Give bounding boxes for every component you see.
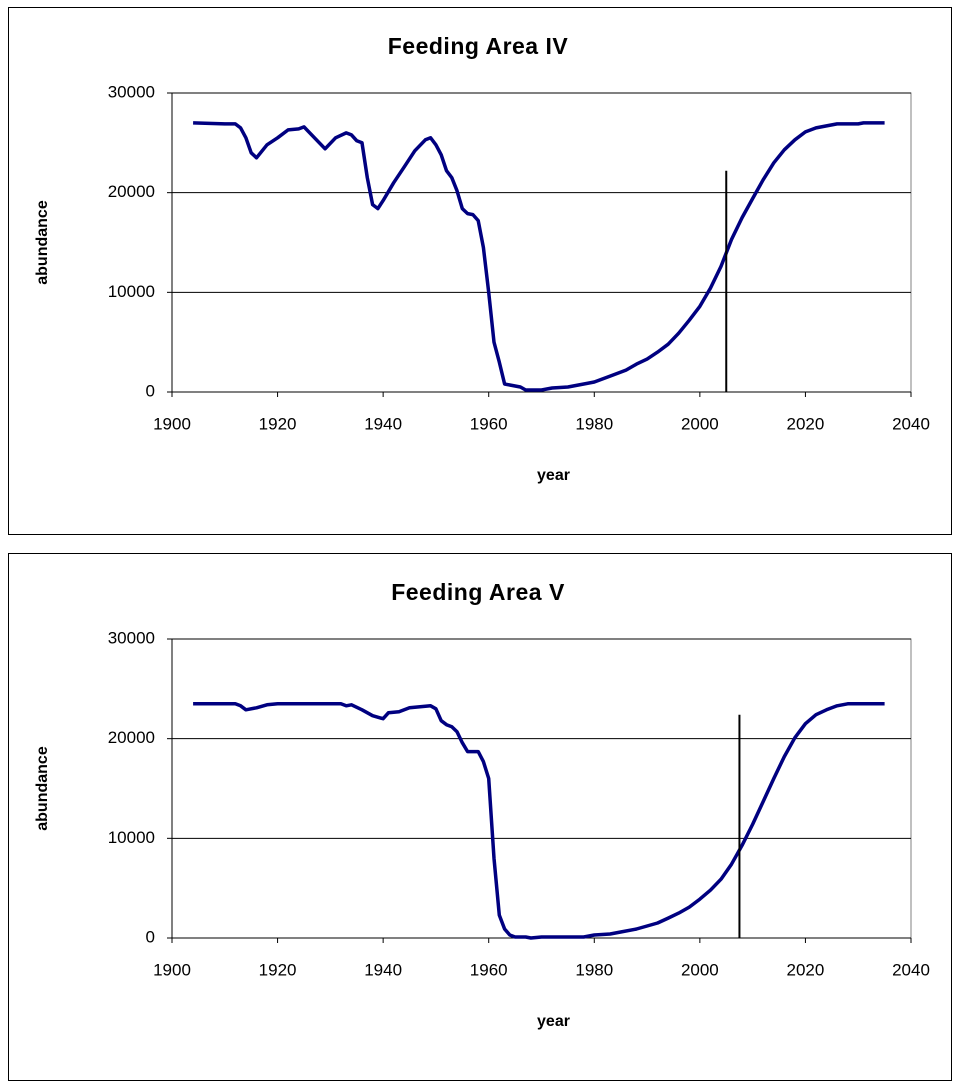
y-axis-title: abundance [34,746,51,831]
y-tick-label: 10000 [108,282,155,301]
x-axis-title: year [537,1013,570,1030]
x-tick-label: 2040 [892,414,930,433]
x-tick-label: 1980 [575,414,613,433]
x-tick-label: 1960 [470,414,508,433]
x-tick-label: 1940 [364,414,402,433]
y-tick-label: 0 [146,927,155,946]
y-tick-label: 0 [146,381,155,400]
x-tick-label: 1980 [575,960,613,979]
x-tick-label: 1960 [470,960,508,979]
y-tick-label: 30000 [108,82,155,101]
x-tick-label: 1900 [153,960,191,979]
x-axis-title: year [537,467,570,484]
x-tick-label: 2000 [681,960,719,979]
x-tick-label: 2020 [787,414,825,433]
plot-area [171,92,912,393]
x-tick-label: 1920 [259,414,297,433]
x-tick-label: 1940 [364,960,402,979]
x-tick-label: 2020 [787,960,825,979]
chart-title: Feeding Area IV [388,33,569,59]
x-tick-label: 2000 [681,414,719,433]
x-tick-label: 2040 [892,960,930,979]
chart-panel: 0 10000 20000 30000 1900 1920 1940 1960 1980 2000… [8,7,952,535]
plot-area [171,638,912,939]
y-tick-label: 20000 [108,182,155,201]
data-line [193,121,885,392]
y-tick-label: 10000 [108,828,155,847]
chart-panel: 0 10000 20000 30000 1900 1920 1940 1960 1980 2000… [8,553,952,1081]
x-tick-label: 1920 [259,960,297,979]
data-line [193,702,885,940]
y-tick-label: 30000 [108,628,155,647]
chart-title: Feeding Area V [391,579,565,605]
y-tick-label: 20000 [108,728,155,747]
x-tick-label: 1900 [153,414,191,433]
y-axis-title: abundance [34,200,51,285]
